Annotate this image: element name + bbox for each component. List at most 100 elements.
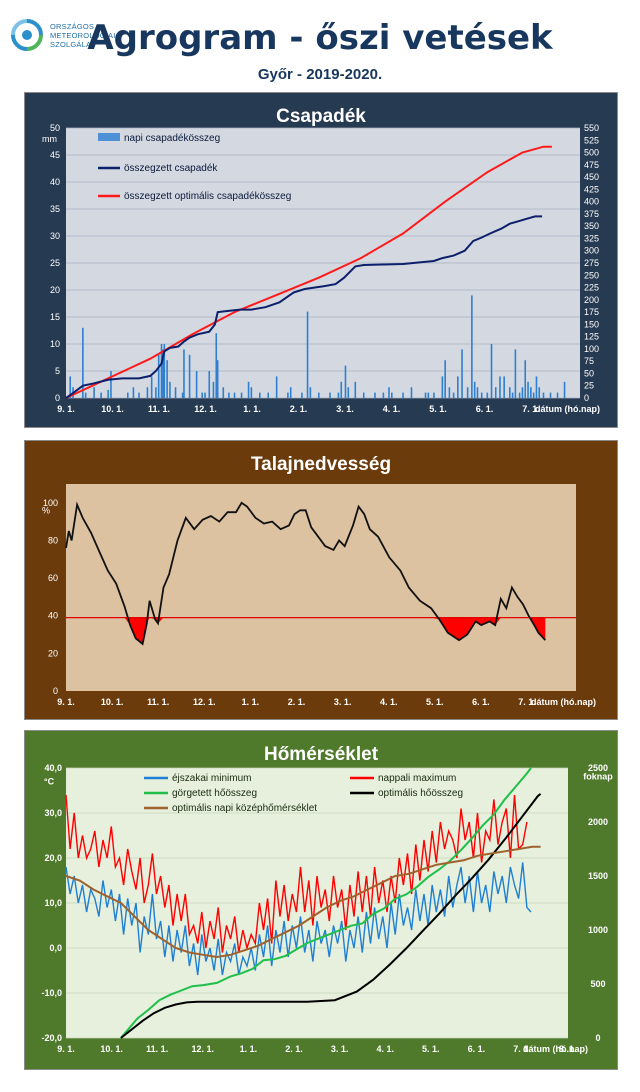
temperature-chart: Hőmérséklet -20,0 -10,0 0,0 10,0 20,0 30,0 40,0… xyxy=(24,730,618,1070)
plot-area xyxy=(66,484,576,691)
x-tick-label: 9. 1. xyxy=(57,697,75,707)
y-left-tick-label: 15 xyxy=(50,312,60,322)
y-right-tick-label: 0 xyxy=(595,1033,600,1043)
precip-bar xyxy=(228,392,230,398)
y-right-tick-label: 0 xyxy=(584,393,589,403)
y-right-tick-label: 275 xyxy=(584,258,599,268)
precip-bar xyxy=(126,392,129,398)
precip-bar xyxy=(427,392,430,398)
x-axis-label: dátum (hó.nap) xyxy=(531,697,596,707)
precip-bar xyxy=(267,392,270,398)
precip-bar xyxy=(107,389,109,398)
y-right-tick-label: 150 xyxy=(584,319,599,329)
precip-bar xyxy=(233,392,236,398)
y-left-tick-label: -20,0 xyxy=(41,1033,62,1043)
precip-bar xyxy=(549,392,552,398)
x-tick-label: 1. 1. xyxy=(243,404,261,414)
x-tick-label: 11. 1. xyxy=(146,1044,168,1054)
legend-label: összegzett optimális csapadékösszeg xyxy=(124,191,291,202)
y-tick-label: 40 xyxy=(48,611,58,621)
precip-bar xyxy=(93,387,95,398)
x-tick-label: 5. 1. xyxy=(422,1044,440,1054)
x-tick-label: 11. 1. xyxy=(147,697,169,707)
precip-bar xyxy=(150,376,153,398)
precip-bar xyxy=(240,392,243,398)
legend-label: összegzett csapadék xyxy=(124,163,218,174)
temperature-series-line xyxy=(65,845,541,959)
y-right-tick-label: 500 xyxy=(584,148,599,158)
x-tick-label: 1. 1. xyxy=(240,1044,258,1054)
y-right-tick-label: 25 xyxy=(584,381,594,391)
y-left-tick-label: 10 xyxy=(50,339,60,349)
x-tick-label: 2. 1. xyxy=(285,1044,303,1054)
logo-text: ORSZÁGOS METEOROLÓGIAI SZOLGÁLAT xyxy=(50,22,116,49)
y-left-tick-label: -10,0 xyxy=(41,988,62,998)
precip-bar xyxy=(448,387,451,398)
precip-bar xyxy=(100,392,102,398)
precip-bar xyxy=(402,392,404,398)
cumulative-precip-line xyxy=(65,215,543,399)
x-tick-label: 10. 1. xyxy=(101,404,124,414)
precip-bar xyxy=(524,360,527,398)
temperature-series-line xyxy=(65,862,532,976)
x-tick-label: 2. 1. xyxy=(290,404,308,414)
precip-bar xyxy=(532,392,535,398)
legend-label: optimális hőösszeg xyxy=(378,788,463,799)
y-left-tick-label: 10,0 xyxy=(44,898,62,908)
precip-bar xyxy=(530,387,532,398)
y-right-tick-label: 325 xyxy=(584,233,599,243)
chart-title: Csapadék xyxy=(276,106,366,127)
chart-title: Talajnedvesség xyxy=(251,454,391,475)
precip-bar xyxy=(452,392,455,398)
precip-bar xyxy=(374,392,376,398)
x-tick-label: 3. 1. xyxy=(331,1044,349,1054)
y-right-tick-label: 225 xyxy=(584,283,599,293)
precip-bar xyxy=(535,376,538,398)
precip-bar xyxy=(287,392,289,398)
precip-bar xyxy=(473,381,476,398)
y-left-tick-label: 0 xyxy=(55,393,60,403)
x-tick-label: 7. 1. xyxy=(513,1044,531,1054)
y-left-axis-label: °C xyxy=(44,777,55,787)
y-left-tick-label: 20,0 xyxy=(44,853,62,863)
x-tick-label: 4. 1. xyxy=(376,1044,394,1054)
y-left-tick-label: 20 xyxy=(50,285,60,295)
precip-bar xyxy=(132,387,135,398)
precip-bar xyxy=(391,392,393,398)
y-right-tick-label: 425 xyxy=(584,184,599,194)
precip-bar xyxy=(461,349,463,398)
precip-bar xyxy=(160,344,163,398)
y-right-tick-label: 2500 xyxy=(588,763,608,773)
precip-bar xyxy=(388,387,390,398)
y-right-tick-label: 475 xyxy=(584,160,599,170)
precip-bar xyxy=(166,360,168,398)
x-tick-label: 11. 1. xyxy=(148,404,170,414)
y-left-tick-label: 40,0 xyxy=(44,763,62,773)
x-tick-label: 7. 1. xyxy=(522,404,540,414)
precip-bar xyxy=(433,392,435,398)
y-axis-label: % xyxy=(42,505,50,515)
logo-emblem-icon xyxy=(11,19,43,51)
legend-label: éjszakai minimum xyxy=(172,773,251,784)
x-tick-label: 7. 1. xyxy=(518,697,536,707)
precip-bar xyxy=(289,387,292,398)
precip-bar xyxy=(208,371,211,398)
x-tick-label: 9. 1. xyxy=(57,1044,75,1054)
precip-bar xyxy=(486,392,489,398)
y-left-tick-label: 5 xyxy=(55,366,60,376)
precip-bar xyxy=(174,387,177,398)
precip-bar xyxy=(466,387,469,398)
precip-bar xyxy=(410,387,413,398)
page-subtitle: Győr - 2019-2020. xyxy=(257,66,383,83)
precip-bar xyxy=(181,392,184,398)
temperature-series-line xyxy=(120,767,532,1039)
x-tick-label: 5. 1. xyxy=(426,697,444,707)
precip-bar xyxy=(188,354,191,398)
precip-bar xyxy=(195,371,198,398)
y-right-tick-label: 525 xyxy=(584,135,599,145)
precip-bar xyxy=(514,349,517,398)
precip-bar xyxy=(542,392,545,398)
y-tick-label: 80 xyxy=(48,535,58,545)
precip-bar xyxy=(275,376,278,398)
precip-bar xyxy=(511,392,514,398)
